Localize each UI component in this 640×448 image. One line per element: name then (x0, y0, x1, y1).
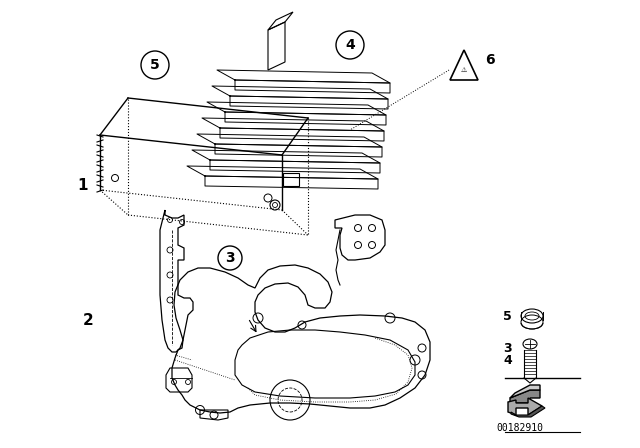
Text: 4: 4 (345, 38, 355, 52)
Polygon shape (511, 406, 545, 417)
Polygon shape (510, 390, 540, 406)
Polygon shape (508, 398, 542, 415)
Polygon shape (510, 385, 540, 398)
Text: 6: 6 (485, 53, 495, 67)
Bar (283, 173, 299, 186)
Text: 5: 5 (503, 310, 512, 323)
Text: 3: 3 (225, 251, 235, 265)
Text: 3: 3 (504, 341, 512, 354)
Text: 00182910: 00182910 (496, 423, 543, 433)
Text: ⚠: ⚠ (461, 67, 467, 73)
Text: 2: 2 (83, 313, 93, 327)
Text: 4: 4 (503, 353, 512, 366)
Text: 1: 1 (77, 177, 88, 193)
Text: 5: 5 (150, 58, 160, 72)
